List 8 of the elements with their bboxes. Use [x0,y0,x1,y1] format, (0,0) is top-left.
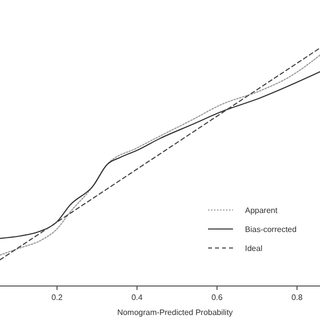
x-tick-label: 0.2 [51,293,64,302]
legend-label: Apparent [245,206,278,215]
x-tick-label: 0.6 [211,293,224,302]
x-axis-title: Nomogram-Predicted Probability [117,308,233,317]
x-tick-label: 0.4 [131,293,144,302]
legend-label: Bias-corrected [245,225,297,234]
x-tick-label: 0.8 [291,293,304,302]
legend-label: Ideal [245,244,263,253]
